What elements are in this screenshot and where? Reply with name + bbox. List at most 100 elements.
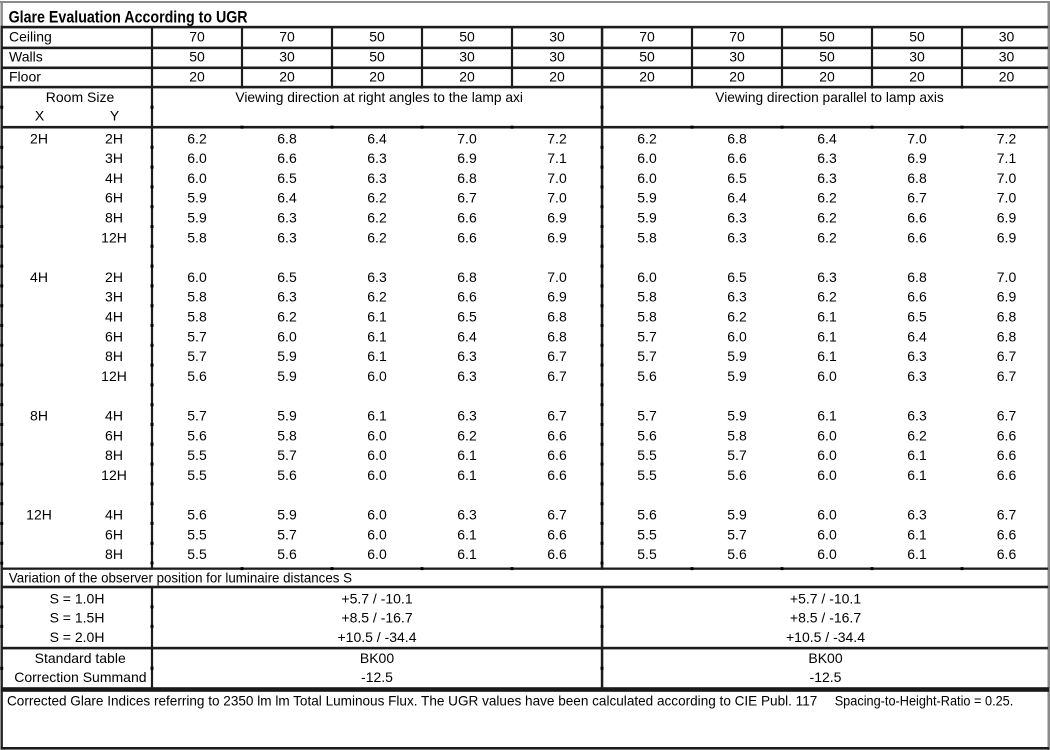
- svg-text:6.5: 6.5: [907, 309, 927, 325]
- svg-text:7.0: 7.0: [997, 269, 1017, 285]
- svg-text:6.7: 6.7: [547, 507, 567, 523]
- svg-text:6.0: 6.0: [817, 507, 837, 523]
- svg-text:6.1: 6.1: [457, 526, 477, 542]
- svg-text:12H: 12H: [101, 368, 127, 384]
- svg-text:4H: 4H: [105, 408, 123, 424]
- svg-text:6.0: 6.0: [727, 328, 747, 344]
- svg-text:8H: 8H: [105, 210, 123, 226]
- svg-text:6.7: 6.7: [907, 190, 927, 206]
- svg-text:6.0: 6.0: [367, 368, 387, 384]
- svg-text:50: 50: [819, 49, 835, 65]
- svg-text:70: 70: [639, 28, 655, 44]
- svg-text:-12.5: -12.5: [361, 669, 393, 685]
- svg-text:6.8: 6.8: [457, 170, 477, 186]
- svg-text:5.8: 5.8: [277, 427, 297, 443]
- svg-text:6.3: 6.3: [907, 408, 927, 424]
- svg-text:5.9: 5.9: [187, 210, 207, 226]
- svg-text:6.1: 6.1: [457, 447, 477, 463]
- svg-text:+10.5 / -34.4: +10.5 / -34.4: [786, 629, 865, 645]
- svg-text:6.6: 6.6: [457, 289, 477, 305]
- svg-text:Viewing direction at right ang: Viewing direction at right angles to the…: [235, 89, 523, 105]
- svg-text:6.1: 6.1: [457, 546, 477, 562]
- svg-text:+10.5 / -34.4: +10.5 / -34.4: [337, 629, 416, 645]
- svg-text:3H: 3H: [105, 150, 123, 166]
- svg-text:5.6: 5.6: [637, 427, 657, 443]
- svg-text:50: 50: [369, 28, 385, 44]
- svg-text:30: 30: [909, 49, 925, 65]
- svg-text:6.2: 6.2: [817, 210, 837, 226]
- svg-text:6.4: 6.4: [817, 130, 837, 146]
- svg-text:30: 30: [549, 49, 565, 65]
- svg-text:X: X: [35, 107, 45, 123]
- svg-text:20: 20: [999, 68, 1015, 84]
- svg-text:6.5: 6.5: [457, 309, 477, 325]
- svg-text:5.7: 5.7: [277, 447, 297, 463]
- svg-text:6.6: 6.6: [907, 229, 927, 245]
- svg-text:6.8: 6.8: [727, 130, 747, 146]
- svg-text:6.9: 6.9: [907, 150, 927, 166]
- svg-text:20: 20: [909, 68, 925, 84]
- svg-text:30: 30: [999, 49, 1015, 65]
- svg-text:7.0: 7.0: [547, 190, 567, 206]
- svg-text:6.0: 6.0: [367, 447, 387, 463]
- svg-text:30: 30: [549, 28, 565, 44]
- svg-text:Room Size: Room Size: [46, 89, 115, 105]
- svg-text:4H: 4H: [105, 170, 123, 186]
- svg-text:5.5: 5.5: [187, 447, 207, 463]
- svg-text:70: 70: [279, 28, 295, 44]
- svg-text:+5.7 / -10.1: +5.7 / -10.1: [790, 590, 861, 606]
- svg-text:2H: 2H: [30, 130, 48, 146]
- svg-text:6.6: 6.6: [547, 546, 567, 562]
- svg-text:6.9: 6.9: [997, 229, 1017, 245]
- svg-text:Floor: Floor: [9, 68, 41, 84]
- svg-text:6.0: 6.0: [187, 170, 207, 186]
- svg-text:8H: 8H: [105, 546, 123, 562]
- svg-text:5.6: 5.6: [187, 368, 207, 384]
- svg-text:20: 20: [639, 68, 655, 84]
- svg-text:5.8: 5.8: [727, 427, 747, 443]
- svg-text:6.6: 6.6: [997, 467, 1017, 483]
- svg-text:S = 1.0H: S = 1.0H: [50, 590, 105, 606]
- svg-text:5.8: 5.8: [637, 229, 657, 245]
- svg-text:5.7: 5.7: [637, 328, 657, 344]
- svg-text:6.2: 6.2: [817, 229, 837, 245]
- svg-text:6.4: 6.4: [907, 328, 927, 344]
- svg-text:12H: 12H: [26, 507, 52, 523]
- svg-text:5.5: 5.5: [187, 467, 207, 483]
- svg-text:6.8: 6.8: [547, 328, 567, 344]
- svg-text:Correction Summand: Correction Summand: [14, 669, 146, 685]
- svg-text:5.5: 5.5: [187, 546, 207, 562]
- svg-text:6.0: 6.0: [817, 427, 837, 443]
- svg-text:6.4: 6.4: [367, 130, 387, 146]
- svg-text:6.2: 6.2: [907, 427, 927, 443]
- svg-text:6.9: 6.9: [997, 210, 1017, 226]
- svg-text:6.7: 6.7: [997, 408, 1017, 424]
- svg-text:5.7: 5.7: [187, 328, 207, 344]
- svg-text:5.7: 5.7: [187, 408, 207, 424]
- svg-text:6.0: 6.0: [367, 526, 387, 542]
- svg-text:6.6: 6.6: [457, 210, 477, 226]
- svg-text:5.9: 5.9: [727, 507, 747, 523]
- svg-text:3H: 3H: [105, 289, 123, 305]
- svg-text:6.0: 6.0: [367, 467, 387, 483]
- svg-text:5.6: 5.6: [277, 546, 297, 562]
- svg-text:6.8: 6.8: [907, 170, 927, 186]
- svg-text:6.3: 6.3: [907, 368, 927, 384]
- svg-text:50: 50: [909, 28, 925, 44]
- svg-text:6.4: 6.4: [727, 190, 747, 206]
- svg-text:6.6: 6.6: [547, 526, 567, 542]
- svg-text:Spacing-to-Height-Ratio = 0.25: Spacing-to-Height-Ratio = 0.25.: [835, 692, 1014, 708]
- svg-text:6H: 6H: [105, 328, 123, 344]
- svg-text:6.3: 6.3: [277, 210, 297, 226]
- svg-text:6.6: 6.6: [277, 150, 297, 166]
- svg-text:6.1: 6.1: [367, 309, 387, 325]
- svg-text:6.0: 6.0: [637, 170, 657, 186]
- svg-text:6.1: 6.1: [457, 467, 477, 483]
- svg-text:7.2: 7.2: [997, 130, 1017, 146]
- svg-text:7.0: 7.0: [997, 170, 1017, 186]
- svg-text:6.2: 6.2: [367, 229, 387, 245]
- svg-text:6.6: 6.6: [997, 427, 1017, 443]
- svg-text:30: 30: [459, 49, 475, 65]
- svg-text:6.5: 6.5: [277, 170, 297, 186]
- svg-text:+8.5 / -16.7: +8.5 / -16.7: [790, 610, 861, 626]
